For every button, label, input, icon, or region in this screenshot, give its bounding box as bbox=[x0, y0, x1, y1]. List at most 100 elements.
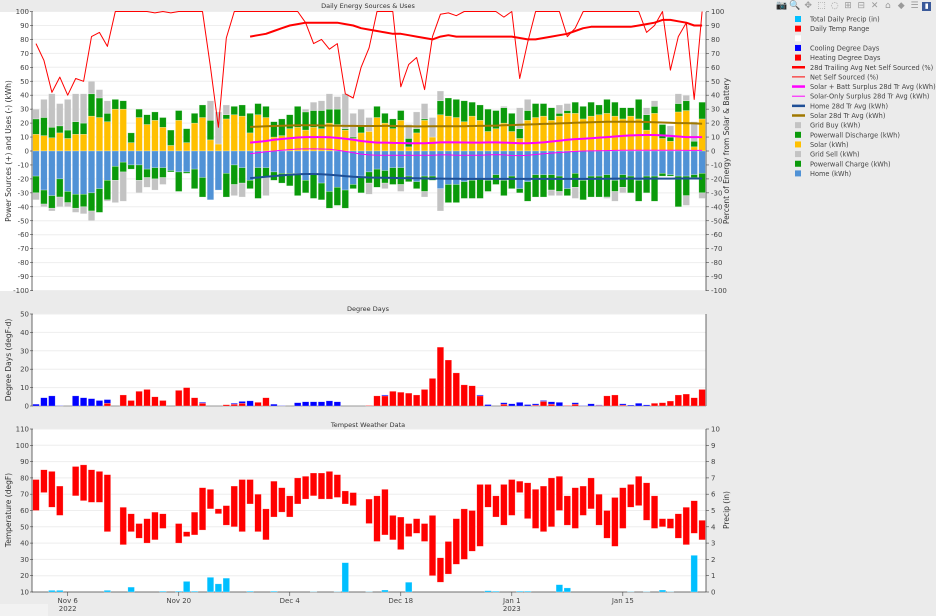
home-icon[interactable]: ⌂ bbox=[885, 1, 891, 11]
y-tick-label: 30 bbox=[20, 347, 29, 355]
legend-item[interactable]: Grid Sell (kWh) bbox=[795, 151, 860, 159]
precip-bar bbox=[484, 590, 492, 593]
cooling-degree-bar bbox=[198, 402, 207, 404]
legend-item[interactable]: Heating Degree Days bbox=[795, 54, 881, 62]
pan-icon[interactable]: ✥ bbox=[804, 1, 812, 11]
legend-item[interactable]: Daily Temp Range bbox=[795, 25, 869, 33]
solar-bar bbox=[80, 134, 88, 152]
temp-range-bar bbox=[325, 471, 333, 500]
y-tick-label: 20 bbox=[20, 366, 29, 374]
grid-buy-bar bbox=[214, 111, 222, 145]
powerwall-discharge-bar bbox=[698, 101, 706, 120]
home-bar bbox=[341, 150, 349, 191]
legend-label: Home 28d Tr Avg (kWh) bbox=[810, 102, 888, 110]
powerwall-charge-bar bbox=[674, 175, 682, 208]
powerwall-charge-bar bbox=[524, 181, 532, 202]
home-bar bbox=[373, 150, 381, 170]
legend-item[interactable]: Solar (kWh) bbox=[795, 141, 849, 149]
precip-bar bbox=[524, 590, 532, 593]
heating-degree-bar bbox=[254, 402, 262, 407]
box-select-icon[interactable]: ⬚ bbox=[817, 1, 826, 11]
powerwall-discharge-bar bbox=[690, 140, 698, 148]
precip-bar bbox=[103, 590, 111, 593]
zoom-in-icon[interactable]: ⊞ bbox=[844, 1, 852, 11]
powerwall-charge-bar bbox=[103, 180, 111, 201]
y-tick-label: 40 bbox=[20, 329, 29, 337]
powerwall-discharge-bar bbox=[238, 104, 246, 117]
y-tick-label: -20 bbox=[18, 175, 29, 183]
y-tick-label: 20 bbox=[20, 572, 29, 580]
legend-item[interactable]: 28d Trailing Avg Net Self Sourced (%) bbox=[792, 64, 933, 72]
temp-range-bar bbox=[555, 476, 563, 511]
grid-buy-bar bbox=[64, 99, 72, 131]
solar-bar bbox=[603, 113, 611, 152]
temp-range-bar bbox=[381, 489, 389, 536]
solar-bar bbox=[571, 113, 579, 152]
plotly-logo-icon[interactable]: ▮ bbox=[922, 2, 932, 11]
compare-icon[interactable]: ☰ bbox=[910, 1, 919, 11]
powerwall-charge-bar bbox=[452, 184, 460, 203]
powerwall-discharge-bar bbox=[87, 93, 96, 117]
powerwall-discharge-bar bbox=[460, 100, 468, 122]
y-tick-label: 110 bbox=[16, 426, 29, 434]
heating-degree-bar bbox=[127, 400, 135, 407]
grid-sell-bar bbox=[40, 203, 48, 208]
grid-buy-bar bbox=[302, 108, 310, 113]
home-bar bbox=[80, 150, 88, 195]
x-tick-label: Jan 15 bbox=[611, 597, 634, 605]
home-bar bbox=[167, 150, 175, 171]
home-bar bbox=[151, 150, 159, 168]
powerwall-charge-bar bbox=[484, 180, 492, 192]
temp-range-bar bbox=[214, 508, 222, 515]
legend-item[interactable]: Cooling Degree Days bbox=[795, 44, 880, 52]
grid-buy-bar bbox=[436, 90, 444, 102]
cooling-degree-bar bbox=[476, 394, 484, 397]
legend-item[interactable] bbox=[795, 35, 801, 42]
zoom-out-icon[interactable]: ⊟ bbox=[857, 1, 866, 11]
home-bar bbox=[508, 150, 516, 177]
y-tick-label: 10 bbox=[20, 589, 29, 597]
powerwall-charge-bar bbox=[119, 161, 127, 173]
heating-degree-bar bbox=[421, 389, 429, 407]
temp-range-bar bbox=[127, 513, 135, 532]
legend-item[interactable]: Total Daily Precip (in) bbox=[795, 16, 880, 24]
legend-item[interactable]: Home 28d Tr Avg (kWh) bbox=[792, 102, 888, 110]
legend-item[interactable]: Grid Buy (kWh) bbox=[795, 122, 860, 130]
powerwall-charge-bar bbox=[143, 168, 151, 178]
temp-range-bar bbox=[238, 479, 246, 532]
grid-sell-bar bbox=[365, 182, 373, 195]
legend-label: Home (kWh) bbox=[810, 170, 851, 178]
legend-item[interactable]: Solar + Batt Surplus 28d Tr Avg (kWh) bbox=[792, 83, 936, 91]
legend-label: Solar 28d Tr Avg (kWh) bbox=[810, 112, 885, 120]
precip-bar bbox=[56, 590, 64, 593]
temp-range-bar bbox=[428, 515, 437, 576]
precip-bar bbox=[405, 581, 413, 593]
legend-item[interactable]: Home (kWh) bbox=[795, 170, 851, 178]
zoom-icon[interactable]: 🔍 bbox=[789, 1, 801, 11]
grid-buy-bar bbox=[48, 93, 56, 128]
legend-item[interactable]: Solar 28d Tr Avg (kWh) bbox=[792, 112, 885, 120]
heating-degree-bar bbox=[381, 395, 389, 407]
temp-range-bar bbox=[413, 518, 421, 534]
grid-buy-bar bbox=[674, 93, 682, 104]
heating-degree-bar bbox=[198, 402, 207, 407]
legend-item[interactable]: Powerwall Discharge (kWh) bbox=[795, 131, 900, 139]
autoscale-icon[interactable]: ✕ bbox=[870, 1, 879, 11]
lasso-icon[interactable]: ◌ bbox=[830, 1, 839, 11]
powerwall-discharge-bar bbox=[294, 106, 302, 128]
y2-tick-label: 10 bbox=[711, 134, 720, 142]
spike-lines-icon[interactable]: ◆ bbox=[897, 1, 905, 11]
powerwall-discharge-bar bbox=[48, 127, 56, 138]
precip-bar bbox=[690, 555, 698, 593]
legend-item[interactable]: Solar-Only Surplus 28d Tr Avg (kWh) bbox=[792, 93, 929, 101]
temp-range-bar bbox=[436, 557, 444, 583]
camera-icon[interactable]: 📷 bbox=[776, 1, 788, 11]
solar-bar bbox=[650, 113, 659, 152]
temp-range-bar bbox=[32, 479, 40, 511]
solar-only-surplus-line bbox=[250, 148, 703, 157]
y2-tick-label: 70 bbox=[711, 50, 720, 58]
legend-item[interactable]: Powerwall Charge (kWh) bbox=[795, 160, 891, 168]
legend-item[interactable]: Net Self Sourced (%) bbox=[792, 73, 879, 81]
home-bar bbox=[127, 150, 135, 166]
grid-sell-bar bbox=[119, 171, 127, 202]
